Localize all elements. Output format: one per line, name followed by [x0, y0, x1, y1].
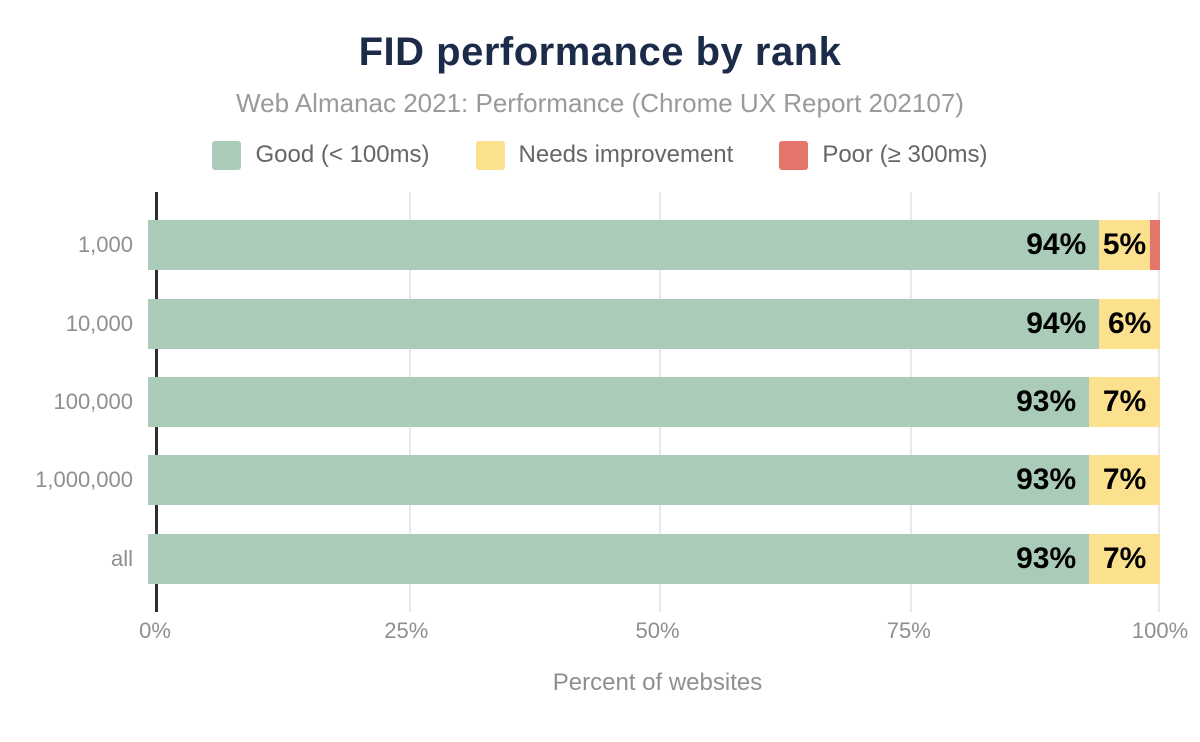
bar-segment-good: 94%	[148, 298, 1100, 349]
bar-segment-good: 93%	[148, 533, 1090, 584]
bar-segment-needs-improvement: 7%	[1089, 533, 1160, 584]
bar-value-label-good: 93%	[1016, 384, 1077, 418]
x-tick-0: 0%	[139, 618, 171, 643]
category-label: 10,000	[65, 310, 133, 336]
category-label: 1,000,000	[35, 467, 133, 493]
bar-row-all: all 93% 7%	[0, 533, 1160, 584]
bar-segment-good: 93%	[148, 376, 1090, 427]
x-tick-75: 75%	[886, 618, 931, 643]
chart-title: FID performance by rank	[358, 30, 842, 74]
bar-row-1000: 1,000 94% 5%	[0, 220, 1160, 271]
legend-label-needs-improvement: Needs improvement	[518, 141, 734, 168]
x-axis-ticks: 0% 25% 50% 75% 100%	[139, 612, 1188, 644]
legend-label-good: Good (< 100ms)	[255, 141, 430, 168]
legend-label-poor: Poor (≥ 300ms)	[822, 141, 988, 168]
bar-track: 93% 7%	[148, 533, 1160, 584]
category-label: 100,000	[53, 388, 133, 414]
bar-segment-poor	[1149, 220, 1160, 271]
bar-value-label-good: 94%	[1026, 228, 1087, 262]
category-label: 1,000	[77, 232, 133, 258]
legend-swatch-poor	[779, 140, 809, 170]
plot-area: 1,000 94% 5% 10,000 94%	[0, 192, 1200, 612]
bar-value-label-good: 93%	[1016, 541, 1077, 575]
bar-segment-needs-improvement: 7%	[1089, 376, 1160, 427]
bar-track: 94% 6%	[148, 298, 1160, 349]
category-label: all	[110, 545, 133, 571]
bar-value-label-needs-improvement: 7%	[1102, 463, 1147, 497]
bar-track: 94% 5%	[148, 220, 1160, 271]
bar-value-label-needs-improvement: 7%	[1102, 384, 1147, 418]
bar-row-100000: 100,000 93% 7%	[0, 376, 1160, 427]
bar-segment-needs-improvement: 6%	[1099, 298, 1160, 349]
bar-value-label-good: 94%	[1026, 306, 1087, 340]
bar-track: 93% 7%	[148, 455, 1160, 506]
x-axis-title: Percent of websites	[552, 669, 763, 696]
bar-row-10000: 10,000 94% 6%	[0, 298, 1160, 349]
x-tick-25: 25%	[384, 618, 429, 643]
bar-segment-good: 93%	[148, 455, 1090, 506]
x-tick-50: 50%	[635, 618, 680, 643]
legend-item-poor: Poor (≥ 300ms)	[779, 140, 988, 170]
bar-segment-good: 94%	[148, 220, 1100, 271]
bar-row-1000000: 1,000,000 93% 7%	[0, 455, 1160, 506]
legend: Good (< 100ms) Needs improvement Poor (≥…	[0, 139, 1200, 171]
bar-rows: 1,000 94% 5% 10,000 94%	[0, 192, 1160, 612]
legend-swatch-good	[212, 140, 242, 170]
legend-item-needs-improvement: Needs improvement	[475, 140, 734, 170]
bar-segment-needs-improvement: 5%	[1099, 220, 1150, 271]
bar-value-label-needs-improvement: 5%	[1102, 228, 1147, 262]
chart-subtitle: Web Almanac 2021: Performance (Chrome UX…	[236, 88, 964, 118]
bar-value-label-needs-improvement: 6%	[1107, 306, 1152, 340]
bar-value-label-good: 93%	[1016, 463, 1077, 497]
legend-item-good: Good (< 100ms)	[212, 140, 430, 170]
legend-swatch-needs-improvement	[475, 140, 505, 170]
bar-value-label-needs-improvement: 7%	[1102, 541, 1147, 575]
bar-segment-needs-improvement: 7%	[1089, 455, 1160, 506]
bar-track: 93% 7%	[148, 376, 1160, 427]
x-tick-100: 100%	[1131, 618, 1189, 643]
